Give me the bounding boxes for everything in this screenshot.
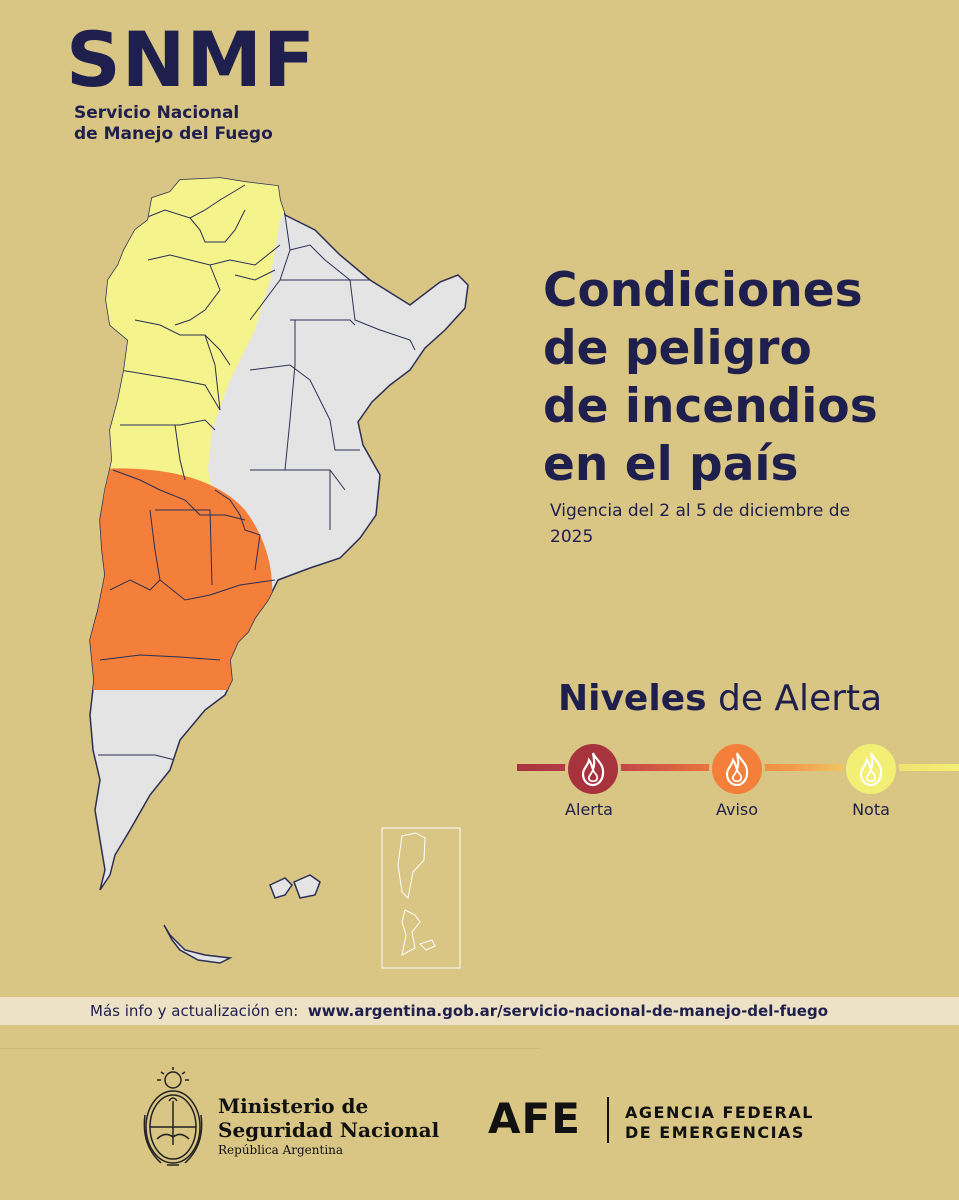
- ministry-line-3: República Argentina: [218, 1143, 344, 1157]
- title-line-1: Condiciones: [543, 263, 863, 318]
- title-line-3: de incendios: [543, 379, 878, 434]
- info-text: Más info y actualización en: www.argenti…: [90, 1002, 828, 1020]
- legend-title-rest: de Alerta: [706, 678, 883, 719]
- fire-icon: [859, 752, 883, 787]
- map-tierra-del-fuego: [163, 924, 233, 964]
- title-line-2: de peligro: [543, 321, 812, 376]
- info-url-link[interactable]: www.argentina.gob.ar/servicio-nacional-d…: [307, 1002, 828, 1020]
- snmf-logo: SNMF: [66, 15, 316, 104]
- page-title: Condiciones de peligro de incendios en e…: [543, 262, 878, 494]
- ministry-line-2: Seguridad Nacional: [218, 1118, 440, 1142]
- agency-line-2: DE EMERGENCIAS: [625, 1123, 805, 1142]
- legend-title-bold: Niveles: [558, 678, 707, 719]
- fire-icon: [581, 752, 605, 787]
- legend-nota-badge: [843, 741, 899, 797]
- argentina-fire-danger-map: [89, 177, 469, 969]
- validity-dates: Vigencia del 2 al 5 de diciembre de 2025: [550, 501, 851, 547]
- info-prefix: Más info y actualización en:: [90, 1002, 299, 1020]
- map-malvinas: [269, 874, 321, 899]
- agency-name: AGENCIA FEDERAL DE EMERGENCIAS: [625, 1103, 814, 1143]
- legend-label-aviso: Aviso: [715, 800, 759, 819]
- legend-label-nota: Nota: [852, 800, 890, 819]
- afe-logo: AFE: [488, 1094, 581, 1143]
- ministry-logo: Ministerio de Seguridad Nacional Repúbli…: [218, 1094, 439, 1158]
- legend-alerta-badge: [565, 741, 621, 797]
- info-bar: [0, 997, 959, 1025]
- national-seal-icon: [143, 1067, 203, 1166]
- map-zone-aviso: [90, 468, 273, 690]
- map-inset-antarctica: [381, 827, 461, 969]
- legend-aviso-badge: [709, 741, 765, 797]
- agency-line-1: AGENCIA FEDERAL: [625, 1103, 814, 1122]
- legend-title: Niveles de Alerta: [558, 678, 882, 719]
- afe-separator: [607, 1097, 609, 1143]
- snmf-subtitle: Servicio Nacional de Manejo del Fuego: [74, 103, 273, 145]
- subtitle-line-1: Servicio Nacional: [74, 103, 240, 123]
- title-line-4: en el país: [543, 437, 799, 492]
- subtitle-line-2: de Manejo del Fuego: [74, 124, 273, 144]
- footer-divider: [0, 1048, 540, 1049]
- ministry-line-1: Ministerio de: [218, 1094, 369, 1118]
- fire-icon: [725, 752, 749, 787]
- map-province-borders: [98, 184, 416, 771]
- legend-label-alerta: Alerta: [565, 800, 613, 819]
